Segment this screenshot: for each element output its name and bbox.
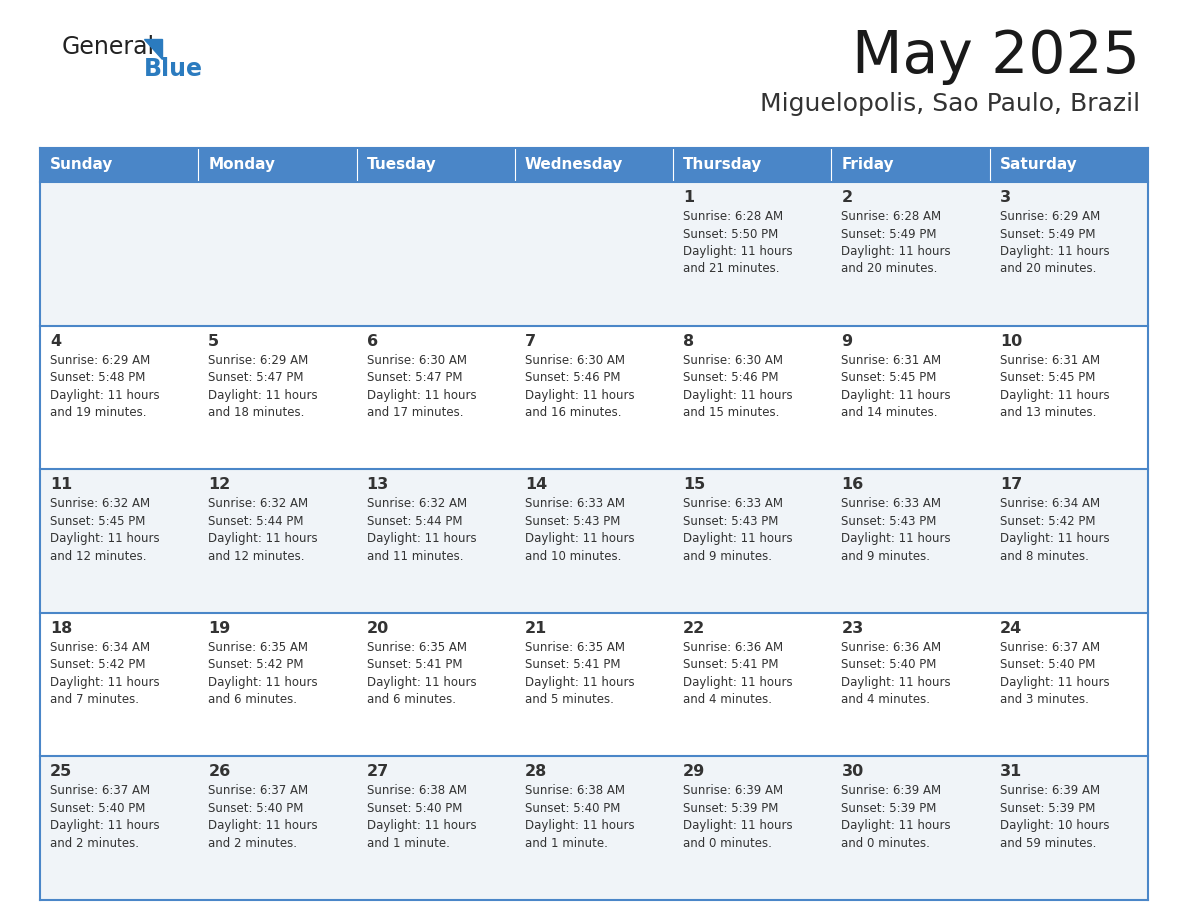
Text: Sunrise: 6:32 AM
Sunset: 5:45 PM
Daylight: 11 hours
and 12 minutes.: Sunrise: 6:32 AM Sunset: 5:45 PM Dayligh… [50, 498, 159, 563]
Text: Sunrise: 6:28 AM
Sunset: 5:49 PM
Daylight: 11 hours
and 20 minutes.: Sunrise: 6:28 AM Sunset: 5:49 PM Dayligh… [841, 210, 952, 275]
Text: Sunrise: 6:32 AM
Sunset: 5:44 PM
Daylight: 11 hours
and 11 minutes.: Sunrise: 6:32 AM Sunset: 5:44 PM Dayligh… [367, 498, 476, 563]
Text: 25: 25 [50, 765, 72, 779]
Bar [40, 613, 1148, 756]
Text: Sunrise: 6:29 AM
Sunset: 5:47 PM
Daylight: 11 hours
and 18 minutes.: Sunrise: 6:29 AM Sunset: 5:47 PM Dayligh… [208, 353, 318, 420]
Text: 5: 5 [208, 333, 220, 349]
Text: 31: 31 [1000, 765, 1022, 779]
Text: Sunrise: 6:34 AM
Sunset: 5:42 PM
Daylight: 11 hours
and 8 minutes.: Sunrise: 6:34 AM Sunset: 5:42 PM Dayligh… [1000, 498, 1110, 563]
Text: 12: 12 [208, 477, 230, 492]
Text: Sunrise: 6:38 AM
Sunset: 5:40 PM
Daylight: 11 hours
and 1 minute.: Sunrise: 6:38 AM Sunset: 5:40 PM Dayligh… [367, 784, 476, 850]
Text: Sunrise: 6:36 AM
Sunset: 5:41 PM
Daylight: 11 hours
and 4 minutes.: Sunrise: 6:36 AM Sunset: 5:41 PM Dayligh… [683, 641, 792, 706]
Text: Sunrise: 6:31 AM
Sunset: 5:45 PM
Daylight: 11 hours
and 13 minutes.: Sunrise: 6:31 AM Sunset: 5:45 PM Dayligh… [1000, 353, 1110, 420]
Text: May 2025: May 2025 [852, 28, 1140, 85]
Text: Sunrise: 6:31 AM
Sunset: 5:45 PM
Daylight: 11 hours
and 14 minutes.: Sunrise: 6:31 AM Sunset: 5:45 PM Dayligh… [841, 353, 952, 420]
Text: 18: 18 [50, 621, 72, 636]
Text: 19: 19 [208, 621, 230, 636]
Text: 22: 22 [683, 621, 706, 636]
Text: 21: 21 [525, 621, 548, 636]
Text: 2: 2 [841, 190, 853, 205]
Text: 27: 27 [367, 765, 388, 779]
Text: Sunrise: 6:39 AM
Sunset: 5:39 PM
Daylight: 10 hours
and 59 minutes.: Sunrise: 6:39 AM Sunset: 5:39 PM Dayligh… [1000, 784, 1110, 850]
Bar [40, 469, 1148, 613]
Text: 14: 14 [525, 477, 548, 492]
Text: 20: 20 [367, 621, 388, 636]
Text: Sunrise: 6:30 AM
Sunset: 5:46 PM
Daylight: 11 hours
and 16 minutes.: Sunrise: 6:30 AM Sunset: 5:46 PM Dayligh… [525, 353, 634, 420]
Text: 24: 24 [1000, 621, 1022, 636]
Text: 4: 4 [50, 333, 61, 349]
Text: Sunrise: 6:30 AM
Sunset: 5:47 PM
Daylight: 11 hours
and 17 minutes.: Sunrise: 6:30 AM Sunset: 5:47 PM Dayligh… [367, 353, 476, 420]
Bar [514, 148, 674, 182]
Text: 16: 16 [841, 477, 864, 492]
Text: Sunrise: 6:35 AM
Sunset: 5:41 PM
Daylight: 11 hours
and 6 minutes.: Sunrise: 6:35 AM Sunset: 5:41 PM Dayligh… [367, 641, 476, 706]
Text: Sunrise: 6:29 AM
Sunset: 5:49 PM
Daylight: 11 hours
and 20 minutes.: Sunrise: 6:29 AM Sunset: 5:49 PM Dayligh… [1000, 210, 1110, 275]
Bar [40, 756, 1148, 900]
Text: Sunrise: 6:35 AM
Sunset: 5:42 PM
Daylight: 11 hours
and 6 minutes.: Sunrise: 6:35 AM Sunset: 5:42 PM Dayligh… [208, 641, 318, 706]
Text: Sunrise: 6:28 AM
Sunset: 5:50 PM
Daylight: 11 hours
and 21 minutes.: Sunrise: 6:28 AM Sunset: 5:50 PM Dayligh… [683, 210, 792, 275]
Text: Sunrise: 6:29 AM
Sunset: 5:48 PM
Daylight: 11 hours
and 19 minutes.: Sunrise: 6:29 AM Sunset: 5:48 PM Dayligh… [50, 353, 159, 420]
Text: Sunrise: 6:39 AM
Sunset: 5:39 PM
Daylight: 11 hours
and 0 minutes.: Sunrise: 6:39 AM Sunset: 5:39 PM Dayligh… [683, 784, 792, 850]
Text: General: General [62, 35, 156, 59]
Bar [40, 326, 1148, 469]
Text: Sunrise: 6:38 AM
Sunset: 5:40 PM
Daylight: 11 hours
and 1 minute.: Sunrise: 6:38 AM Sunset: 5:40 PM Dayligh… [525, 784, 634, 850]
Text: 8: 8 [683, 333, 694, 349]
Text: Sunrise: 6:33 AM
Sunset: 5:43 PM
Daylight: 11 hours
and 9 minutes.: Sunrise: 6:33 AM Sunset: 5:43 PM Dayligh… [683, 498, 792, 563]
Text: Sunrise: 6:39 AM
Sunset: 5:39 PM
Daylight: 11 hours
and 0 minutes.: Sunrise: 6:39 AM Sunset: 5:39 PM Dayligh… [841, 784, 952, 850]
Text: Sunrise: 6:35 AM
Sunset: 5:41 PM
Daylight: 11 hours
and 5 minutes.: Sunrise: 6:35 AM Sunset: 5:41 PM Dayligh… [525, 641, 634, 706]
Text: 7: 7 [525, 333, 536, 349]
Text: 11: 11 [50, 477, 72, 492]
Text: Sunrise: 6:30 AM
Sunset: 5:46 PM
Daylight: 11 hours
and 15 minutes.: Sunrise: 6:30 AM Sunset: 5:46 PM Dayligh… [683, 353, 792, 420]
Bar [832, 148, 990, 182]
Text: 9: 9 [841, 333, 853, 349]
Bar [40, 182, 1148, 326]
Text: Sunrise: 6:33 AM
Sunset: 5:43 PM
Daylight: 11 hours
and 10 minutes.: Sunrise: 6:33 AM Sunset: 5:43 PM Dayligh… [525, 498, 634, 563]
Text: Miguelopolis, Sao Paulo, Brazil: Miguelopolis, Sao Paulo, Brazil [760, 92, 1140, 116]
Text: Sunday: Sunday [50, 158, 113, 173]
Text: 3: 3 [1000, 190, 1011, 205]
Bar [356, 148, 514, 182]
Text: 23: 23 [841, 621, 864, 636]
Text: 28: 28 [525, 765, 548, 779]
Text: 30: 30 [841, 765, 864, 779]
Text: Sunrise: 6:34 AM
Sunset: 5:42 PM
Daylight: 11 hours
and 7 minutes.: Sunrise: 6:34 AM Sunset: 5:42 PM Dayligh… [50, 641, 159, 706]
Bar [198, 148, 356, 182]
Text: Friday: Friday [841, 158, 895, 173]
Text: Tuesday: Tuesday [367, 158, 436, 173]
Bar [990, 148, 1148, 182]
Text: Sunrise: 6:37 AM
Sunset: 5:40 PM
Daylight: 11 hours
and 2 minutes.: Sunrise: 6:37 AM Sunset: 5:40 PM Dayligh… [50, 784, 159, 850]
Text: 10: 10 [1000, 333, 1022, 349]
Text: Sunrise: 6:32 AM
Sunset: 5:44 PM
Daylight: 11 hours
and 12 minutes.: Sunrise: 6:32 AM Sunset: 5:44 PM Dayligh… [208, 498, 318, 563]
Text: 17: 17 [1000, 477, 1022, 492]
Text: Wednesday: Wednesday [525, 158, 624, 173]
Text: 15: 15 [683, 477, 706, 492]
Text: 26: 26 [208, 765, 230, 779]
Text: Sunrise: 6:33 AM
Sunset: 5:43 PM
Daylight: 11 hours
and 9 minutes.: Sunrise: 6:33 AM Sunset: 5:43 PM Dayligh… [841, 498, 952, 563]
Text: 13: 13 [367, 477, 388, 492]
Text: 6: 6 [367, 333, 378, 349]
Text: 29: 29 [683, 765, 706, 779]
Text: Thursday: Thursday [683, 158, 763, 173]
Text: Sunrise: 6:37 AM
Sunset: 5:40 PM
Daylight: 11 hours
and 3 minutes.: Sunrise: 6:37 AM Sunset: 5:40 PM Dayligh… [1000, 641, 1110, 706]
Text: Blue: Blue [144, 57, 203, 81]
Bar [40, 148, 198, 182]
Text: Saturday: Saturday [1000, 158, 1078, 173]
Text: 1: 1 [683, 190, 694, 205]
Bar [674, 148, 832, 182]
Text: Sunrise: 6:37 AM
Sunset: 5:40 PM
Daylight: 11 hours
and 2 minutes.: Sunrise: 6:37 AM Sunset: 5:40 PM Dayligh… [208, 784, 318, 850]
Text: Monday: Monday [208, 158, 276, 173]
Polygon shape [144, 39, 162, 59]
Text: Sunrise: 6:36 AM
Sunset: 5:40 PM
Daylight: 11 hours
and 4 minutes.: Sunrise: 6:36 AM Sunset: 5:40 PM Dayligh… [841, 641, 952, 706]
